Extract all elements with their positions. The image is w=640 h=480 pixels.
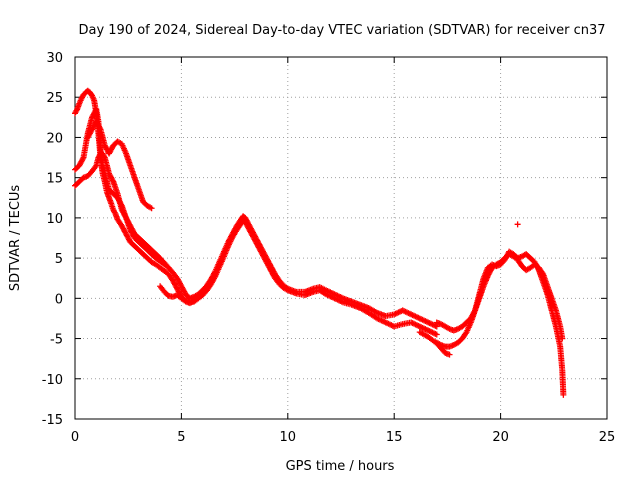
y-tick-label: -10 (42, 373, 63, 388)
data-marks (72, 87, 567, 398)
series-track-b (72, 106, 440, 330)
data-point (198, 290, 205, 297)
x-tick-label: 25 (599, 430, 616, 445)
data-point (73, 107, 80, 114)
x-tick-label: 0 (71, 430, 79, 445)
series-track-g (433, 248, 567, 398)
series-outlier (514, 221, 521, 228)
series-track-d (84, 118, 155, 212)
y-tick-label: -5 (50, 333, 63, 348)
series-track-c (72, 150, 172, 271)
data-point (535, 265, 542, 272)
chart-title: Day 190 of 2024, Sidereal Day-to-day VTE… (78, 23, 605, 38)
data-point (199, 288, 206, 295)
data-point (111, 209, 118, 216)
y-tick-label: -15 (42, 413, 63, 428)
data-point (96, 125, 103, 132)
series-track-a (72, 87, 440, 338)
data-point (79, 155, 86, 162)
axis-ticks: 0 5 10 15 20 25 -15 -10 -5 0 5 10 15 20 25 30 (42, 51, 616, 445)
plot-frame (74, 56, 608, 420)
y-tick-label: 10 (46, 212, 63, 227)
x-tick-label: 5 (177, 430, 185, 445)
y-tick-label: 0 (55, 292, 63, 307)
series-track-h (416, 329, 453, 358)
x-axis-label: GPS time / hours (286, 459, 395, 474)
y-tick-label: 20 (46, 131, 63, 146)
y-tick-label: 5 (55, 252, 63, 267)
grid (75, 57, 607, 419)
data-point (433, 331, 440, 338)
data-point (164, 263, 171, 270)
data-point (514, 221, 521, 228)
data-point (560, 391, 567, 398)
data-point (101, 153, 108, 160)
data-point (446, 351, 453, 358)
data-point (109, 177, 116, 184)
series-track-e (157, 283, 206, 307)
data-point (148, 205, 155, 212)
data-point (165, 264, 172, 271)
x-tick-label: 10 (280, 430, 297, 445)
y-tick-label: 15 (46, 172, 63, 187)
y-tick-label: 25 (46, 91, 63, 106)
y-axis-label: SDTVAR / TECUs (8, 185, 23, 292)
x-tick-label: 15 (386, 430, 403, 445)
y-tick-label: 30 (46, 51, 63, 66)
x-tick-label: 20 (492, 430, 509, 445)
